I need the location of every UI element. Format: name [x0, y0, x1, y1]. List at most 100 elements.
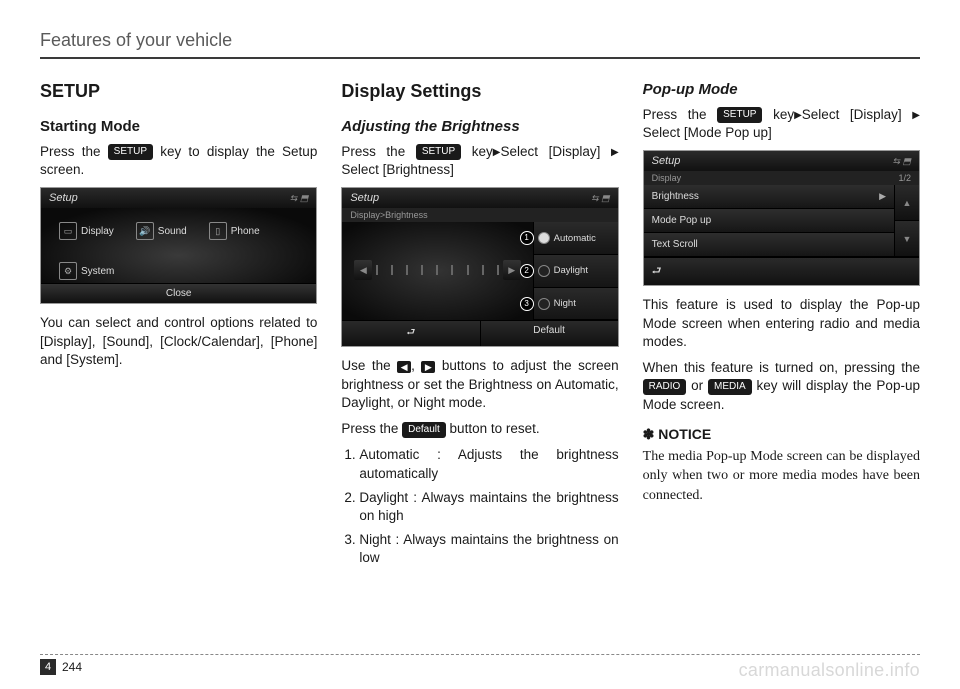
starting-mode-heading: Starting Mode: [40, 118, 317, 135]
popup-mode-heading: Pop-up Mode: [643, 81, 920, 98]
menu-sound: 🔊 Sound: [136, 222, 187, 240]
row-brightness: Brightness▶: [644, 185, 894, 209]
list-item: Daylight : Always maintains the brightne…: [359, 489, 618, 525]
label: Automatic: [554, 233, 596, 244]
screen-header: Setup ⇆ ⬒: [644, 151, 919, 171]
menu-display: ▭Display: [59, 222, 114, 240]
text: Select [Display]: [802, 107, 912, 122]
brightness-nav-text: Press the SETUP key▶Select [Display] ▶Se…: [341, 143, 618, 179]
chapter-number: 4: [40, 659, 56, 675]
popup-on-text: When this feature is turned on, pressing…: [643, 359, 920, 414]
screen-title: Setup: [49, 192, 78, 204]
popup-desc-text: This feature is used to display the Pop-…: [643, 296, 920, 351]
text: Select [Brightness]: [341, 162, 454, 177]
brightness-options-list: Automatic : Adjusts the brightness autom…: [341, 446, 618, 567]
list-item: Night : Always maintains the brightness …: [359, 531, 618, 567]
setup-key: SETUP: [108, 144, 153, 160]
text: key: [461, 144, 493, 159]
label: Night: [554, 298, 576, 309]
notice-body: The media Pop-up Mode screen can be disp…: [643, 447, 920, 506]
text: Use the: [341, 358, 397, 373]
text: ,: [411, 358, 421, 373]
menu-phone: ▯ Phone: [209, 222, 260, 240]
media-key: MEDIA: [708, 379, 752, 395]
default-button: Default: [481, 321, 618, 346]
left-button-icon: ◀: [397, 361, 411, 373]
bottom-bar: ⮐ Default: [342, 320, 617, 346]
setup-key: SETUP: [717, 107, 762, 123]
display-menu-screenshot: Setup ⇆ ⬒ Display 1/2 Brightness▶ Mode P…: [643, 150, 920, 286]
label: Mode Pop up: [652, 215, 712, 226]
text: Select [Mode Pop up]: [643, 125, 772, 140]
label: Phone: [231, 226, 260, 237]
screen-body: ◀ ▶ 1Automatic 2Daylight 3Night: [342, 222, 617, 320]
default-key: Default: [402, 422, 446, 438]
badge-3: 3: [520, 297, 534, 311]
arrow-icon: ▶: [611, 146, 619, 160]
conn-icons: ⇆ ⬒: [591, 193, 610, 204]
breadcrumb: Display 1/2: [644, 171, 919, 185]
sound-icon: 🔊: [136, 222, 154, 240]
text: Press the: [341, 144, 415, 159]
chevron-icon: ▶: [879, 191, 886, 202]
pager: 1/2: [898, 173, 911, 183]
screen-title: Setup: [350, 192, 379, 204]
menu-list: Brightness▶ Mode Pop up Text Scroll: [644, 185, 894, 257]
brightness-heading: Adjusting the Brightness: [341, 118, 618, 135]
row-text-scroll: Text Scroll: [644, 233, 894, 257]
scroll-arrows: ▲ ▼: [894, 185, 919, 257]
column-1: SETUP Starting Mode Press the SETUP key …: [40, 77, 317, 574]
arrow-icon: ▶: [794, 109, 802, 123]
options-list: 1Automatic 2Daylight 3Night: [533, 222, 618, 320]
setup-heading: SETUP: [40, 81, 317, 102]
label: Daylight: [554, 265, 588, 276]
badge-1: 1: [520, 231, 534, 245]
slider-area: ◀ ▶: [342, 222, 532, 320]
display-icon: ▭: [59, 222, 77, 240]
adjust-text: Use the ◀, ▶ buttons to adjust the scree…: [341, 357, 618, 412]
text: Press the: [643, 107, 717, 122]
starting-mode-text: Press the SETUP key to display the Setup…: [40, 143, 317, 179]
page-number: 244: [62, 660, 82, 674]
right-button-icon: ▶: [421, 361, 435, 373]
popup-nav-text: Press the SETUP key▶Select [Display] ▶Se…: [643, 106, 920, 142]
opt-night: 3Night: [534, 288, 618, 321]
phone-icon: ▯: [209, 222, 227, 240]
text: or: [686, 378, 708, 393]
text: When this feature is turned on, pressing…: [643, 360, 920, 375]
screen-header: Setup ⇆ ⬒: [342, 188, 617, 208]
screen-header: Setup ⇆ ⬒: [41, 188, 316, 208]
slider-ticks: [376, 265, 498, 275]
label: Sound: [158, 226, 187, 237]
menu-system: ⚙System: [59, 262, 114, 280]
arrow-icon: ▶: [912, 109, 920, 123]
setup-screenshot: Setup ⇆ ⬒ ▭Display 🔊 Sound ▯ Phone ⚙System…: [40, 187, 317, 304]
back-button: ⮐: [342, 321, 480, 346]
options-text: You can select and control options relat…: [40, 314, 317, 369]
setup-key: SETUP: [416, 144, 461, 160]
right-arrow: ▶: [503, 260, 521, 280]
reset-text: Press the Default button to reset.: [341, 420, 618, 438]
badge-2: 2: [520, 264, 534, 278]
text: button to reset.: [446, 421, 540, 436]
opt-daylight: 2Daylight: [534, 255, 618, 288]
label: System: [81, 266, 114, 277]
list-item: Automatic : Adjusts the brightness autom…: [359, 446, 618, 482]
up-arrow: ▲: [895, 185, 919, 221]
column-2: Display Settings Adjusting the Brightnes…: [341, 77, 618, 574]
chapter-title: Features of your vehicle: [40, 30, 920, 59]
close-button: Close: [41, 283, 316, 303]
breadcrumb: Display>Brightness: [342, 208, 617, 222]
screen-body: ▭Display 🔊 Sound ▯ Phone ⚙System Close: [41, 208, 316, 303]
label: Display: [652, 173, 682, 183]
conn-icons: ⇆ ⬒: [290, 193, 309, 204]
display-settings-heading: Display Settings: [341, 81, 618, 102]
opt-automatic: 1Automatic: [534, 222, 618, 255]
left-arrow: ◀: [354, 260, 372, 280]
notice-heading: ✽ NOTICE: [643, 426, 920, 443]
text: Select [Display]: [500, 144, 610, 159]
down-arrow: ▼: [895, 221, 919, 257]
screen-body: Brightness▶ Mode Pop up Text Scroll ▲ ▼: [644, 185, 919, 257]
brightness-screenshot: Setup ⇆ ⬒ Display>Brightness ◀ ▶: [341, 187, 618, 347]
label: Text Scroll: [652, 239, 698, 250]
